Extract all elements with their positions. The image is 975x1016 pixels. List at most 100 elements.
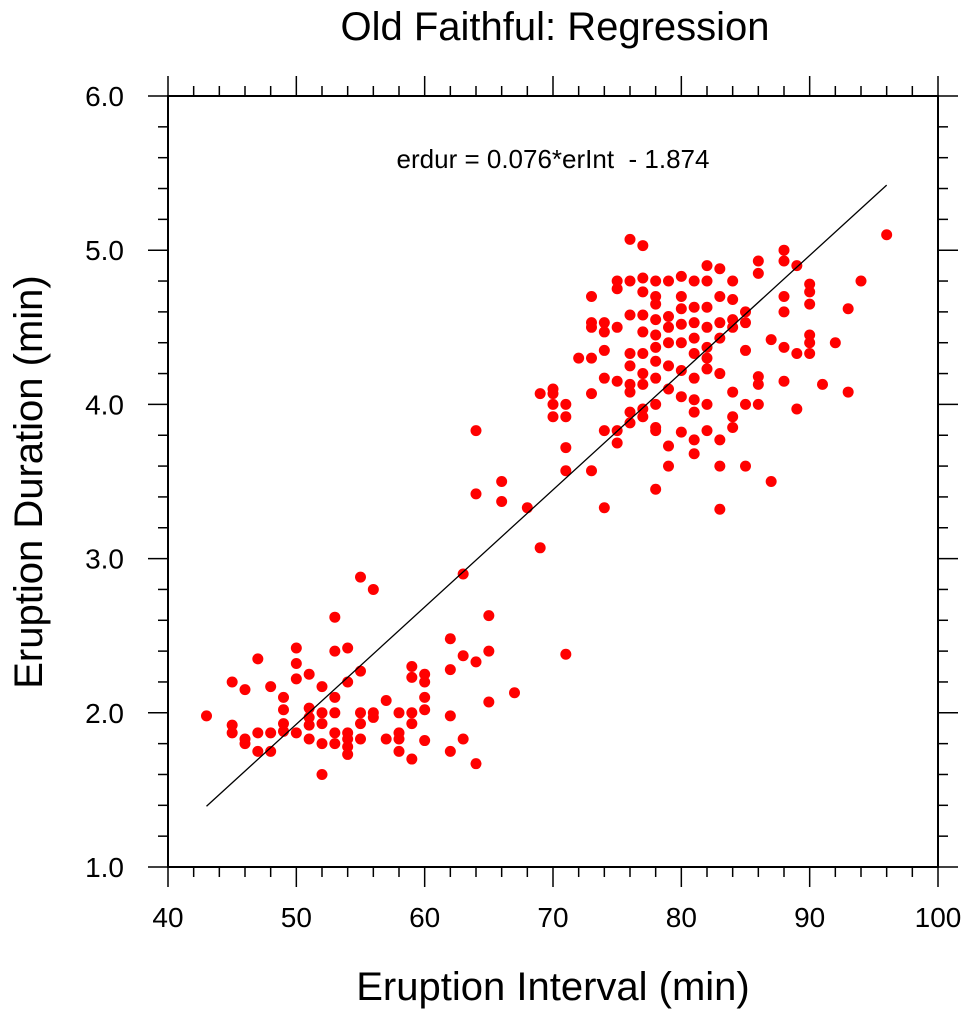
data-point xyxy=(303,733,315,745)
data-point xyxy=(791,260,803,272)
data-point xyxy=(740,398,751,410)
x-tick-label: 70 xyxy=(537,902,568,933)
data-point xyxy=(573,352,585,364)
data-point xyxy=(701,398,713,410)
data-point xyxy=(252,653,264,665)
data-point xyxy=(406,753,418,765)
data-point xyxy=(663,321,674,333)
data-point xyxy=(560,648,572,660)
data-point xyxy=(547,388,559,400)
data-point xyxy=(675,318,687,330)
data-point xyxy=(367,711,379,723)
data-point xyxy=(393,733,405,745)
data-point xyxy=(637,309,649,321)
data-point xyxy=(483,610,495,622)
data-point xyxy=(406,718,418,730)
y-tick-label: 4.0 xyxy=(85,389,124,420)
data-point xyxy=(727,275,739,287)
data-point xyxy=(457,568,469,580)
data-point xyxy=(586,321,597,333)
data-point xyxy=(226,727,238,739)
regression-line xyxy=(206,184,888,807)
data-point xyxy=(303,668,315,680)
data-point xyxy=(342,642,354,654)
data-point xyxy=(265,745,277,757)
data-point xyxy=(714,460,726,472)
data-point xyxy=(278,691,289,703)
data-point xyxy=(624,417,636,429)
data-point xyxy=(393,707,405,719)
data-point xyxy=(329,727,341,739)
data-point xyxy=(611,375,623,387)
x-tick-label: 50 xyxy=(281,902,312,933)
data-point xyxy=(637,368,649,380)
data-point xyxy=(752,378,764,390)
data-point xyxy=(727,321,739,333)
data-point xyxy=(650,290,662,302)
data-point xyxy=(547,411,559,423)
data-point xyxy=(406,671,418,683)
data-point xyxy=(752,255,764,267)
data-point xyxy=(675,303,687,315)
data-point xyxy=(650,314,662,326)
data-point xyxy=(663,311,674,323)
data-point xyxy=(637,411,649,423)
data-point xyxy=(329,645,341,657)
data-point xyxy=(842,303,854,315)
regression-equation: erdur = 0.076*erInt - 1.874 xyxy=(397,144,710,174)
data-point xyxy=(881,229,893,241)
data-point xyxy=(560,465,572,477)
data-point xyxy=(650,298,662,310)
data-point xyxy=(611,321,623,333)
data-point xyxy=(804,286,816,298)
data-point xyxy=(701,321,713,333)
data-point xyxy=(560,442,572,454)
data-point xyxy=(637,348,649,360)
data-point xyxy=(316,768,328,780)
data-point xyxy=(534,542,546,554)
chart-title: Old Faithful: Regression xyxy=(340,5,769,49)
data-point xyxy=(688,406,700,418)
data-point xyxy=(406,707,418,719)
data-point xyxy=(419,735,431,747)
data-point xyxy=(355,571,366,583)
data-point xyxy=(637,403,649,415)
data-point xyxy=(393,745,405,757)
data-point xyxy=(496,496,508,508)
data-point xyxy=(278,704,289,716)
data-point xyxy=(701,425,713,437)
data-point xyxy=(650,275,662,287)
data-point xyxy=(650,355,662,367)
data-point xyxy=(290,727,302,739)
data-point xyxy=(419,704,431,716)
data-point xyxy=(355,707,366,719)
data-point xyxy=(829,337,841,349)
y-tick-label: 6.0 xyxy=(85,81,124,112)
data-point xyxy=(444,664,456,676)
data-point xyxy=(727,386,739,398)
data-point xyxy=(675,391,687,403)
data-point xyxy=(688,301,700,313)
data-point xyxy=(714,290,726,302)
data-point xyxy=(598,344,610,356)
data-point xyxy=(765,334,777,346)
data-point xyxy=(701,341,713,353)
data-point xyxy=(598,317,610,329)
data-point xyxy=(778,375,790,387)
y-tick-label: 1.0 xyxy=(85,852,124,883)
data-point xyxy=(778,255,790,267)
data-point xyxy=(329,738,341,750)
data-point xyxy=(727,314,739,326)
data-point xyxy=(624,275,636,287)
data-point xyxy=(675,337,687,349)
data-point xyxy=(560,411,572,423)
data-point xyxy=(727,411,739,423)
data-point xyxy=(547,398,559,410)
data-point xyxy=(855,275,867,287)
y-axis-label: Eruption Duration (min) xyxy=(7,275,51,689)
data-point xyxy=(586,388,597,400)
data-point xyxy=(239,738,251,750)
data-point xyxy=(688,394,700,406)
x-axis-label: Eruption Interval (min) xyxy=(356,965,749,1009)
